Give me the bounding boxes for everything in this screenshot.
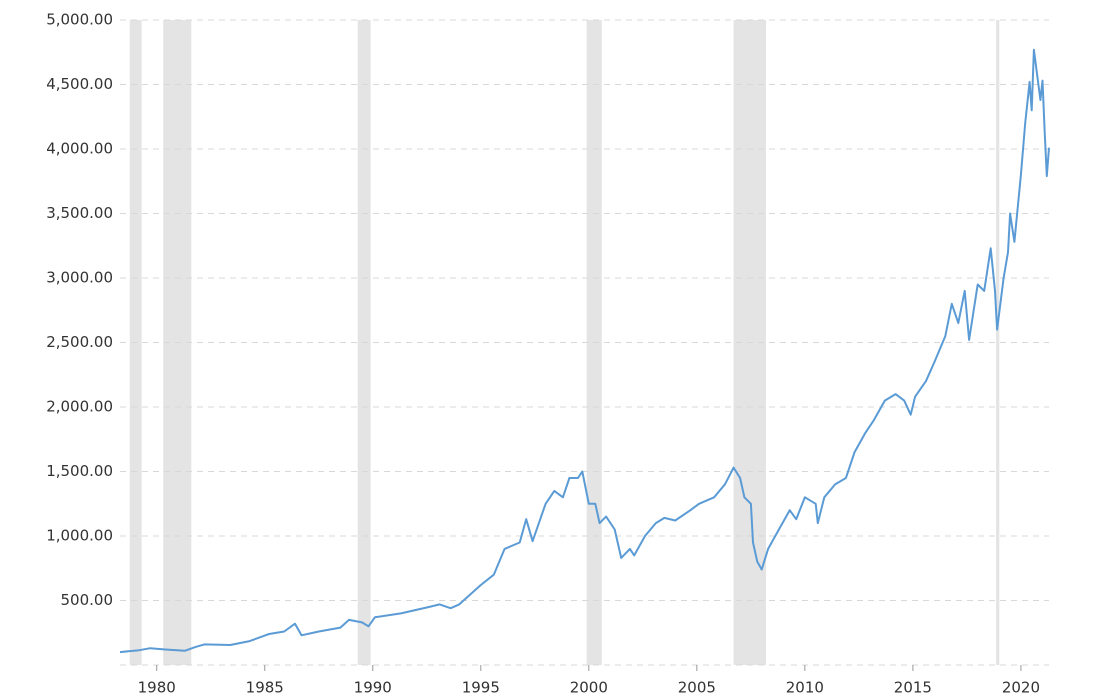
- x-tick-label: 1980: [138, 679, 176, 697]
- y-tick-label: 500.00: [61, 591, 114, 609]
- y-tick-label: 3,000.00: [46, 269, 113, 287]
- x-tick-label: 1990: [354, 679, 392, 697]
- y-tick-label: 3,500.00: [46, 204, 113, 222]
- x-tick-label: 2000: [570, 679, 608, 697]
- price-line: [119, 48, 1050, 654]
- y-tick-label: 4,000.00: [46, 140, 113, 158]
- x-tick-label: 2020: [1002, 679, 1040, 697]
- x-tick-label: 2005: [678, 679, 716, 697]
- y-tick-label: 2,000.00: [46, 398, 113, 416]
- recession-band: [996, 20, 1000, 665]
- y-tick-label: 1,500.00: [46, 462, 113, 480]
- x-tick-label: 1985: [246, 679, 284, 697]
- x-tick-label: 2010: [786, 679, 824, 697]
- y-tick-label: 2,500.00: [46, 333, 113, 351]
- y-tick-label: 1,000.00: [46, 527, 113, 545]
- x-tick-label: 2015: [894, 679, 932, 697]
- x-tick-label: 1995: [462, 679, 500, 697]
- y-tick-label: 4,500.00: [46, 75, 113, 93]
- y-tick-label: 5,000.00: [46, 11, 113, 29]
